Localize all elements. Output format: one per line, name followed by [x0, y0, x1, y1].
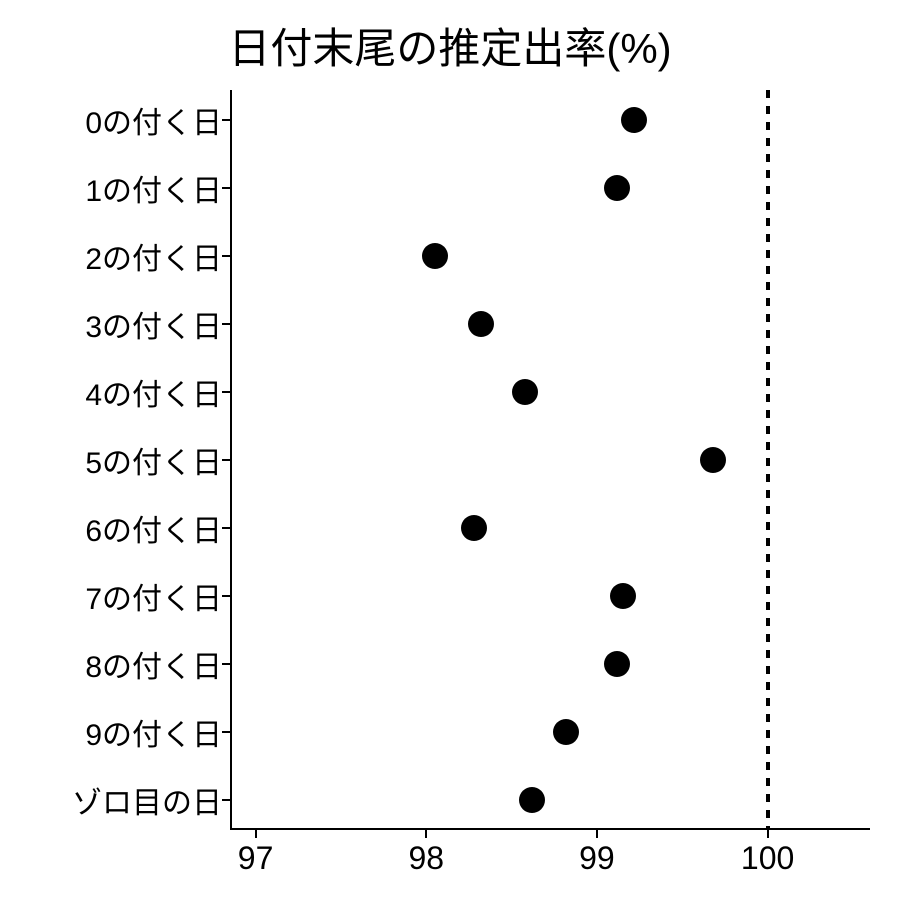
reference-line: [766, 90, 770, 830]
data-point: [461, 515, 487, 541]
y-tick-label: 6の付く日: [85, 506, 230, 550]
y-tick-label: 9の付く日: [85, 710, 230, 754]
data-point: [519, 787, 545, 813]
x-tick-label: 99: [579, 830, 615, 877]
data-point: [604, 651, 630, 677]
data-point: [468, 311, 494, 337]
y-tick-label: 2の付く日: [85, 234, 230, 278]
y-tick-label: 0の付く日: [85, 98, 230, 142]
y-axis-line: [230, 90, 232, 830]
x-tick-label: 98: [408, 830, 444, 877]
chart-title: 日付末尾の推定出率(%): [0, 15, 900, 76]
y-tick-label: ゾロ目の日: [72, 778, 230, 822]
plot-area: 0の付く日1の付く日2の付く日3の付く日4の付く日5の付く日6の付く日7の付く日…: [230, 90, 870, 830]
data-point: [422, 243, 448, 269]
data-point: [610, 583, 636, 609]
data-point: [553, 719, 579, 745]
x-tick-label: 97: [238, 830, 274, 877]
y-tick-label: 3の付く日: [85, 302, 230, 346]
y-tick-label: 8の付く日: [85, 642, 230, 686]
data-point: [604, 175, 630, 201]
data-point: [700, 447, 726, 473]
x-tick-label: 100: [741, 830, 794, 877]
data-point: [512, 379, 538, 405]
data-point: [621, 107, 647, 133]
y-tick-label: 7の付く日: [85, 574, 230, 618]
chart-container: 日付末尾の推定出率(%) 0の付く日1の付く日2の付く日3の付く日4の付く日5の…: [0, 0, 900, 900]
y-tick-label: 1の付く日: [85, 166, 230, 210]
y-tick-label: 5の付く日: [85, 438, 230, 482]
y-tick-label: 4の付く日: [85, 370, 230, 414]
